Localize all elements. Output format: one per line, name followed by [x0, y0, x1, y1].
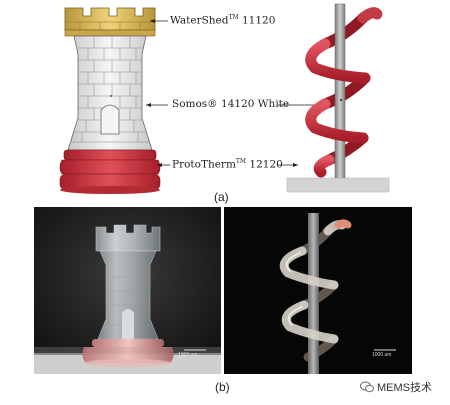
helix-base	[286, 177, 390, 193]
scale-label-left: 1000 um	[178, 352, 198, 358]
rook-photo	[34, 207, 221, 374]
label-watershed-mark: TM	[228, 14, 239, 21]
watershed-crown	[64, 7, 156, 37]
label-watershed: WaterShedTM 11120	[170, 14, 275, 27]
label-somos: Somos® 14120 White	[172, 98, 290, 110]
panel-a-label: (a)	[214, 190, 229, 204]
helix-cad-model	[286, 3, 390, 193]
label-watershed-code: 11120	[241, 14, 276, 27]
helix-photo	[224, 207, 412, 374]
helix-photo-rod	[308, 213, 319, 374]
watermark-text: MEMS技术	[377, 382, 432, 394]
scale-label-right: 1000 um	[372, 352, 392, 358]
label-watershed-name: WaterShed	[170, 14, 229, 27]
label-prototherm-code: 12120	[249, 158, 283, 171]
helix-coil-front	[305, 38, 371, 178]
label-prototherm: ProtoThermTM 12120	[172, 158, 283, 171]
wechat-icon	[360, 381, 374, 393]
rook-cad-model	[59, 7, 161, 194]
watermark: MEMS技术	[360, 379, 432, 395]
label-prototherm-mark: TM	[235, 158, 247, 165]
helix-rod	[334, 3, 346, 181]
label-prototherm-name: ProtoTherm	[172, 158, 236, 171]
panel-b-label: (b)	[215, 380, 230, 394]
prototherm-base	[59, 149, 161, 194]
